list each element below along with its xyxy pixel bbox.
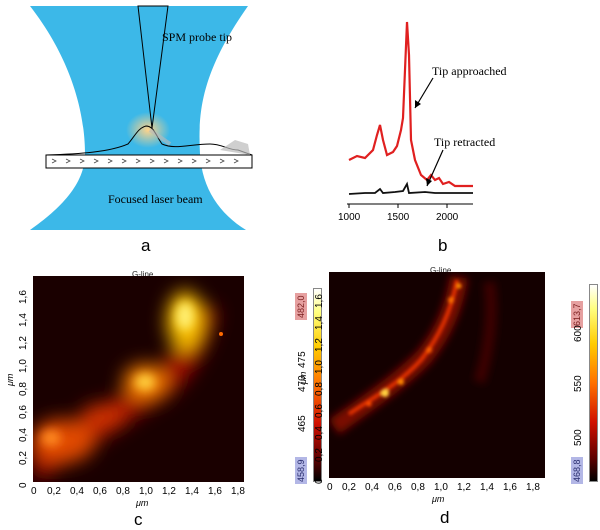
c-xtick: 1,8 bbox=[231, 486, 245, 497]
probe-tip-label: SPM probe tip bbox=[162, 30, 233, 44]
d-colorbar-tick: 550 bbox=[573, 375, 584, 392]
d-ytick: 0,6 bbox=[314, 404, 325, 418]
c-ytick: 1,2 bbox=[18, 336, 29, 350]
c-xtick: 0,2 bbox=[47, 486, 61, 497]
d-ytick: 1,2 bbox=[314, 338, 325, 352]
panel-c-letter: c bbox=[134, 510, 143, 529]
c-xtick: 0,4 bbox=[70, 486, 84, 497]
c-ytick: 1,4 bbox=[18, 313, 29, 327]
d-ytick: 0,2 bbox=[314, 448, 325, 462]
d-xtick: 0,8 bbox=[411, 482, 425, 493]
substrate-pattern bbox=[51, 158, 239, 164]
probe-tip bbox=[137, 5, 169, 129]
retracted-label: Tip retracted bbox=[434, 135, 496, 149]
d-xtick: 1,8 bbox=[526, 482, 540, 493]
approached-label: Tip approached bbox=[432, 64, 507, 78]
c-map-title: G-line bbox=[132, 270, 154, 279]
d-xtick: 0,4 bbox=[365, 482, 379, 493]
b-xtick-1500: 1500 bbox=[387, 212, 410, 223]
d-xlabel: μm bbox=[432, 494, 445, 504]
substrate bbox=[45, 154, 253, 169]
c-xtick: 1,0 bbox=[139, 486, 153, 497]
d-ytick: 1,4 bbox=[314, 316, 325, 330]
panel-c-heatmap bbox=[33, 276, 244, 482]
d-ytick: 0,8 bbox=[314, 382, 325, 396]
d-colorbar-min: 468,8 bbox=[571, 457, 583, 484]
c-ytick: 0,2 bbox=[18, 451, 29, 465]
d-colorbar-tick: 600 bbox=[573, 325, 584, 342]
panel-a-letter: a bbox=[141, 236, 151, 255]
c-ytick: 0,6 bbox=[18, 405, 29, 419]
d-map-title: G-line bbox=[430, 266, 452, 275]
c-ylabel: μm bbox=[5, 373, 15, 386]
d-xtick: 0,2 bbox=[342, 482, 356, 493]
d-ytick: 0 bbox=[314, 478, 325, 484]
b-xtick-1000: 1000 bbox=[338, 212, 361, 223]
hot-spot bbox=[126, 112, 170, 148]
d-xtick: 1,6 bbox=[503, 482, 517, 493]
c-xtick: 0 bbox=[31, 486, 37, 497]
d-xtick: 0,6 bbox=[388, 482, 402, 493]
c-xtick: 0,8 bbox=[116, 486, 130, 497]
d-xtick: 1,2 bbox=[457, 482, 471, 493]
d-colorbar bbox=[589, 284, 598, 482]
spectrum-retracted bbox=[348, 181, 473, 195]
d-xtick: 0 bbox=[327, 482, 333, 493]
panel-d-letter: d bbox=[440, 508, 450, 527]
panel-d-heatmap bbox=[329, 272, 545, 478]
c-colorbar-tick: 475 bbox=[297, 351, 308, 368]
c-ytick: 1,0 bbox=[18, 359, 29, 373]
c-ytick: 0,8 bbox=[18, 382, 29, 396]
c-colorbar-min: 458,9 bbox=[295, 457, 307, 484]
panel-b-letter: b bbox=[438, 236, 448, 255]
d-ylabel: μm bbox=[298, 371, 308, 384]
panel-b-spectrum bbox=[347, 21, 473, 208]
d-xtick: 1,0 bbox=[434, 482, 448, 493]
d-colorbar-tick: 500 bbox=[573, 429, 584, 446]
c-xlabel: μm bbox=[136, 498, 149, 508]
laser-beam-label: Focused laser beam bbox=[108, 192, 203, 206]
c-ytick: 1,6 bbox=[18, 290, 29, 304]
d-xtick: 1,4 bbox=[480, 482, 494, 493]
c-colorbar bbox=[313, 288, 322, 482]
d-ytick: 1,6 bbox=[314, 294, 325, 308]
d-ytick: 0,4 bbox=[314, 426, 325, 440]
c-ytick: 0,4 bbox=[18, 428, 29, 442]
c-ytick: 0 bbox=[18, 482, 29, 488]
c-xtick: 1,2 bbox=[162, 486, 176, 497]
c-colorbar-tick: 465 bbox=[297, 415, 308, 432]
panel-a-diagram bbox=[30, 5, 253, 230]
c-xtick: 1,6 bbox=[208, 486, 222, 497]
d-ytick: 1,0 bbox=[314, 360, 325, 374]
spectrum-approached bbox=[348, 21, 473, 188]
c-xtick: 1,4 bbox=[185, 486, 199, 497]
scattering-shade bbox=[220, 140, 250, 155]
b-xtick-2000: 2000 bbox=[436, 212, 459, 223]
c-xtick: 0,6 bbox=[93, 486, 107, 497]
c-colorbar-max: 482,0 bbox=[295, 293, 307, 320]
